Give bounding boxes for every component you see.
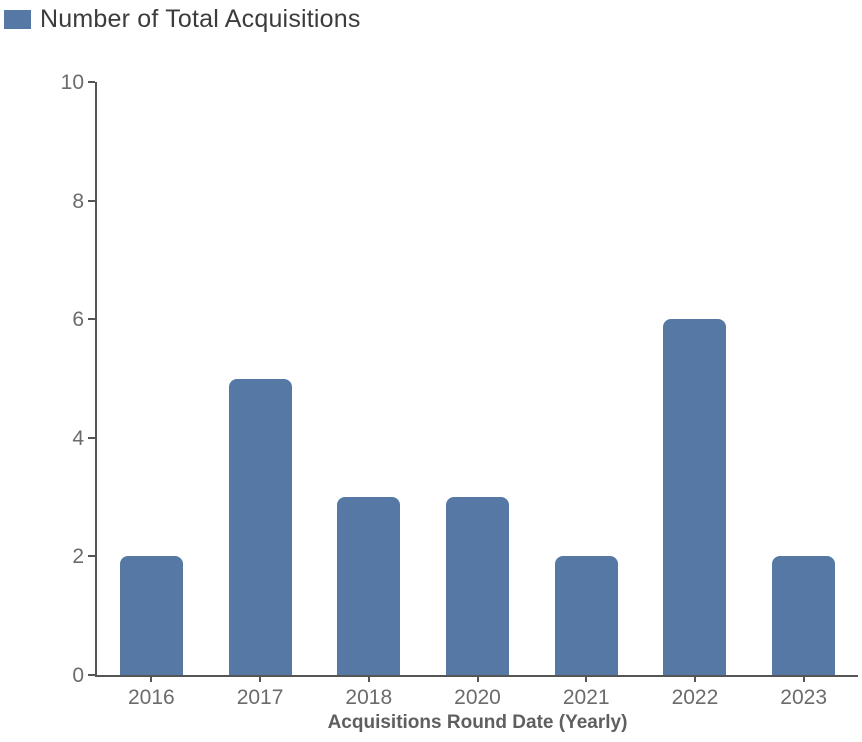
bar-2022[interactable] [663, 319, 727, 675]
bar-2018[interactable] [337, 497, 401, 675]
y-tick-mark-2 [88, 555, 95, 558]
x-tick-mark-2021 [585, 675, 588, 682]
y-tick-mark-8 [88, 199, 95, 202]
x-tick-mark-2017 [259, 675, 262, 682]
bar-2016[interactable] [119, 556, 183, 675]
x-tick-mark-2023 [802, 675, 805, 682]
y-tick-label-8: 8 [72, 189, 84, 213]
legend[interactable]: Number of Total Acquisitions [4, 5, 361, 34]
x-tick-label-2023: 2023 [780, 686, 827, 709]
x-tick-mark-2022 [693, 675, 696, 682]
x-tick-mark-2020 [476, 675, 479, 682]
y-tick-mark-4 [88, 436, 95, 439]
legend-swatch-icon [4, 10, 31, 29]
y-tick-label-6: 6 [72, 308, 84, 332]
plot-area: 0 2 4 6 8 10 2016 2017 2018 2020 2021 2022 2023 [61, 72, 858, 708]
bar-2021[interactable] [554, 556, 618, 675]
x-tick-mark-2018 [367, 675, 370, 682]
x-tick-label-2017: 2017 [236, 686, 284, 709]
y-tick-mark-0 [88, 674, 95, 676]
y-tick-label-10: 10 [60, 71, 84, 94]
y-tick-mark-10 [88, 81, 95, 83]
y-tick-mark-6 [88, 318, 95, 321]
bar-2020[interactable] [446, 497, 509, 675]
x-tick-label-2021: 2021 [562, 686, 610, 709]
y-tick-label-0: 0 [72, 664, 84, 687]
legend-label: Number of Total Acquisitions [40, 5, 361, 33]
y-axis-line [95, 82, 97, 677]
x-tick-label-2022: 2022 [671, 686, 719, 709]
y-tick-label-2: 2 [72, 545, 84, 569]
x-tick-mark-2016 [150, 675, 153, 682]
bar-2023[interactable] [772, 556, 836, 675]
x-tick-label-2018: 2018 [345, 686, 393, 709]
x-axis-title: Acquisitions Round Date (Yearly) [327, 712, 628, 733]
x-tick-label-2016: 2016 [128, 686, 175, 709]
y-tick-label-4: 4 [72, 426, 84, 450]
bar-2017[interactable] [228, 378, 292, 675]
x-tick-label-2020: 2020 [454, 686, 501, 709]
